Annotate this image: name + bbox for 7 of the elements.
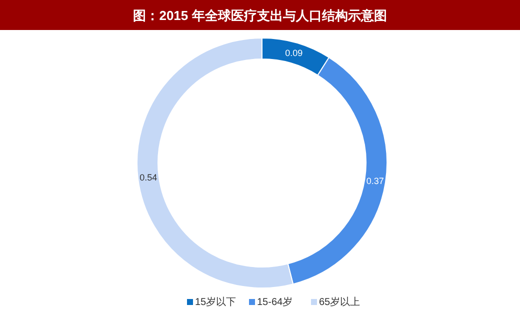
data-label: 0.09	[285, 48, 303, 58]
legend-label: 65岁以上	[319, 296, 360, 308]
legend-label: 15-64岁	[257, 296, 293, 308]
data-label: 0.54	[140, 172, 158, 182]
chart-title: 图：2015 年全球医疗支出与人口结构示意图	[133, 8, 387, 23]
data-label: 0.37	[366, 176, 384, 186]
legend-label: 15岁以下	[195, 296, 236, 308]
